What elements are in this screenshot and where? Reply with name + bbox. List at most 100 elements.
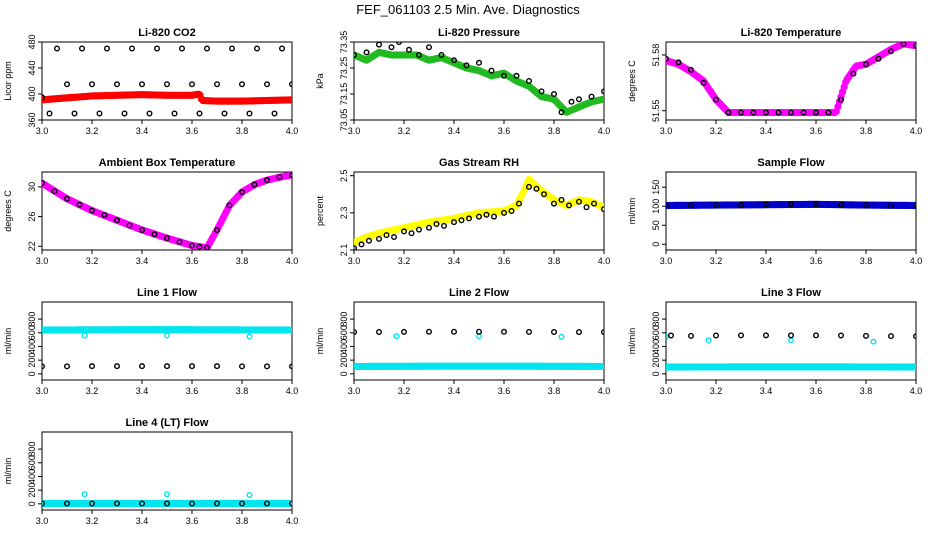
- raw-sample-point: [912, 363, 916, 371]
- avg-data-point: [538, 88, 545, 95]
- x-tick-label: 3.8: [860, 386, 873, 396]
- avg-data-point: [289, 363, 292, 370]
- chart-gas-stream-rh: Gas Stream RH percent 3.0 3.2 3.4 3.6 3.8 4.0 2.…: [315, 157, 610, 266]
- y-tick-label: 440: [27, 60, 37, 75]
- avg-data-point: [450, 219, 457, 226]
- x-tick-label: 3.8: [236, 126, 249, 136]
- x-tick-label: 4.0: [598, 386, 611, 396]
- avg-data-point: [264, 81, 271, 88]
- avg-data-point: [513, 72, 520, 79]
- chart-line-3-flow: Line 3 Flow ml/min 3.0 3.2 3.4 3.6 3.8 4.0 0 2004…: [627, 287, 922, 396]
- avg-data-point: [88, 500, 95, 507]
- plot-frame: [41, 171, 293, 251]
- avg-data-point: [88, 81, 95, 88]
- avg-data-point: [42, 180, 45, 187]
- avg-data-point: [42, 363, 45, 370]
- x-tick-label: 3.0: [660, 256, 673, 266]
- x-tick-label: 3.0: [36, 516, 49, 526]
- avg-data-point: [71, 110, 78, 117]
- avg-data-point: [264, 363, 271, 370]
- plot-area: [666, 42, 916, 117]
- x-tick-label: 3.2: [86, 256, 99, 266]
- avg-data-point: [705, 337, 712, 344]
- avg-data-point: [666, 202, 669, 209]
- avg-data-point: [515, 200, 522, 207]
- avg-data-point: [289, 500, 292, 507]
- avg-data-point: [415, 52, 422, 59]
- avg-data-point: [289, 172, 292, 178]
- avg-data-point: [725, 109, 732, 116]
- avg-data-point: [558, 333, 565, 340]
- avg-data-point: [113, 217, 120, 224]
- x-tick-label: 4.0: [910, 256, 923, 266]
- avg-data-point: [408, 230, 415, 237]
- avg-data-point: [675, 59, 682, 66]
- avg-data-point: [163, 81, 170, 88]
- x-tick-label: 4.0: [598, 126, 611, 136]
- x-tick-label: 3.8: [236, 256, 249, 266]
- avg-data-point: [490, 213, 497, 220]
- x-tick-label: 3.2: [398, 126, 411, 136]
- avg-data-point: [425, 224, 432, 231]
- y-tick-label: 51.55: [651, 99, 661, 122]
- avg-data-point: [500, 328, 507, 335]
- avg-data-point: [737, 109, 744, 116]
- y-tick-label: 480: [27, 34, 37, 49]
- avg-data-point: [196, 244, 203, 250]
- y-tick-label: 51.58: [651, 44, 661, 67]
- x-tick-label: 3.6: [186, 516, 199, 526]
- x-tick-label: 4.0: [910, 126, 923, 136]
- avg-data-point: [837, 201, 844, 208]
- avg-data-point: [393, 333, 400, 340]
- avg-data-point: [870, 338, 877, 345]
- plot-frame: [665, 301, 917, 381]
- avg-data-point: [153, 45, 160, 52]
- avg-data-point: [588, 93, 595, 100]
- chart-title: Ambient Box Temperature: [99, 157, 236, 169]
- plot-frame: [353, 41, 605, 121]
- avg-data-point: [238, 189, 245, 196]
- x-tick-label: 3.6: [498, 126, 511, 136]
- avg-data-point: [450, 328, 457, 335]
- y-tick-label: 150: [651, 180, 661, 195]
- avg-data-point: [475, 328, 482, 335]
- raw-sample-point: [600, 362, 604, 371]
- y-tick-label: 800: [651, 312, 661, 327]
- avg-data-point: [762, 201, 769, 208]
- avg-data-point: [163, 500, 170, 507]
- x-tick-label: 4.0: [286, 516, 299, 526]
- avg-data-point: [246, 491, 253, 498]
- avg-data-point: [138, 81, 145, 88]
- x-tick-label: 3.4: [136, 126, 149, 136]
- x-tick-label: 3.2: [86, 516, 99, 526]
- avg-data-point: [438, 52, 445, 59]
- avg-data-point: [363, 49, 370, 56]
- avg-data-point: [103, 45, 110, 52]
- chart-co2: Li-820 CO2 Licor ppm 3.0 3.2 3.4 3.6 3.8 4.0 360…: [3, 27, 298, 136]
- x-tick-label: 3.4: [448, 256, 461, 266]
- avg-data-point: [354, 329, 357, 336]
- avg-data-point: [163, 491, 170, 498]
- avg-data-point: [188, 242, 195, 249]
- avg-data-point: [837, 332, 844, 339]
- plot-area: [42, 172, 292, 250]
- avg-data-point: [525, 183, 532, 190]
- avg-data-point: [687, 332, 694, 339]
- y-tick-label: 800: [339, 312, 349, 327]
- avg-data-point: [787, 201, 794, 208]
- raw-sample-point: [600, 95, 604, 103]
- avg-data-point: [163, 235, 170, 242]
- x-tick-label: 3.0: [348, 256, 361, 266]
- avg-data-point: [213, 81, 220, 88]
- y-axis-label: Licor ppm: [3, 61, 13, 101]
- avg-data-point: [576, 329, 583, 336]
- avg-data-point: [450, 57, 457, 64]
- x-tick-label: 3.0: [348, 386, 361, 396]
- avg-data-point: [63, 195, 70, 202]
- y-tick-label: 200: [651, 353, 661, 368]
- avg-data-point: [78, 45, 85, 52]
- avg-data-point: [358, 241, 365, 248]
- avg-data-point: [88, 207, 95, 214]
- x-tick-label: 3.4: [760, 386, 773, 396]
- avg-data-point: [101, 212, 108, 219]
